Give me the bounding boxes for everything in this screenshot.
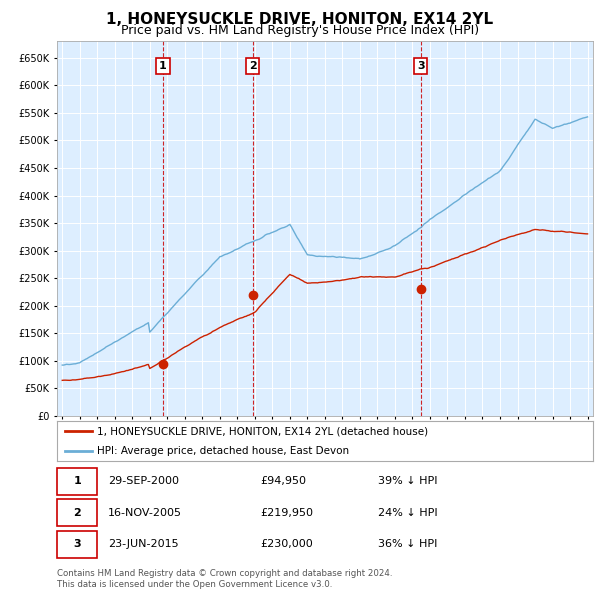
Text: £94,950: £94,950 — [260, 476, 307, 486]
FancyBboxPatch shape — [57, 468, 97, 494]
Text: 16-NOV-2005: 16-NOV-2005 — [108, 508, 182, 517]
Text: £230,000: £230,000 — [260, 539, 313, 549]
Text: 2: 2 — [73, 508, 81, 517]
Text: 3: 3 — [73, 539, 81, 549]
Text: 36% ↓ HPI: 36% ↓ HPI — [379, 539, 438, 549]
Text: 24% ↓ HPI: 24% ↓ HPI — [379, 508, 438, 517]
Text: HPI: Average price, detached house, East Devon: HPI: Average price, detached house, East… — [97, 447, 349, 456]
FancyBboxPatch shape — [57, 531, 97, 558]
Text: Price paid vs. HM Land Registry's House Price Index (HPI): Price paid vs. HM Land Registry's House … — [121, 24, 479, 37]
Text: 1: 1 — [73, 476, 81, 486]
FancyBboxPatch shape — [57, 499, 97, 526]
Text: Contains HM Land Registry data © Crown copyright and database right 2024.
This d: Contains HM Land Registry data © Crown c… — [57, 569, 392, 589]
Text: £219,950: £219,950 — [260, 508, 314, 517]
Text: 39% ↓ HPI: 39% ↓ HPI — [379, 476, 438, 486]
Text: 1, HONEYSUCKLE DRIVE, HONITON, EX14 2YL: 1, HONEYSUCKLE DRIVE, HONITON, EX14 2YL — [106, 12, 494, 27]
Text: 23-JUN-2015: 23-JUN-2015 — [108, 539, 179, 549]
Text: 1, HONEYSUCKLE DRIVE, HONITON, EX14 2YL (detached house): 1, HONEYSUCKLE DRIVE, HONITON, EX14 2YL … — [97, 427, 428, 436]
Text: 29-SEP-2000: 29-SEP-2000 — [108, 476, 179, 486]
Text: 1: 1 — [159, 61, 167, 71]
Text: 2: 2 — [249, 61, 257, 71]
Text: 3: 3 — [417, 61, 424, 71]
